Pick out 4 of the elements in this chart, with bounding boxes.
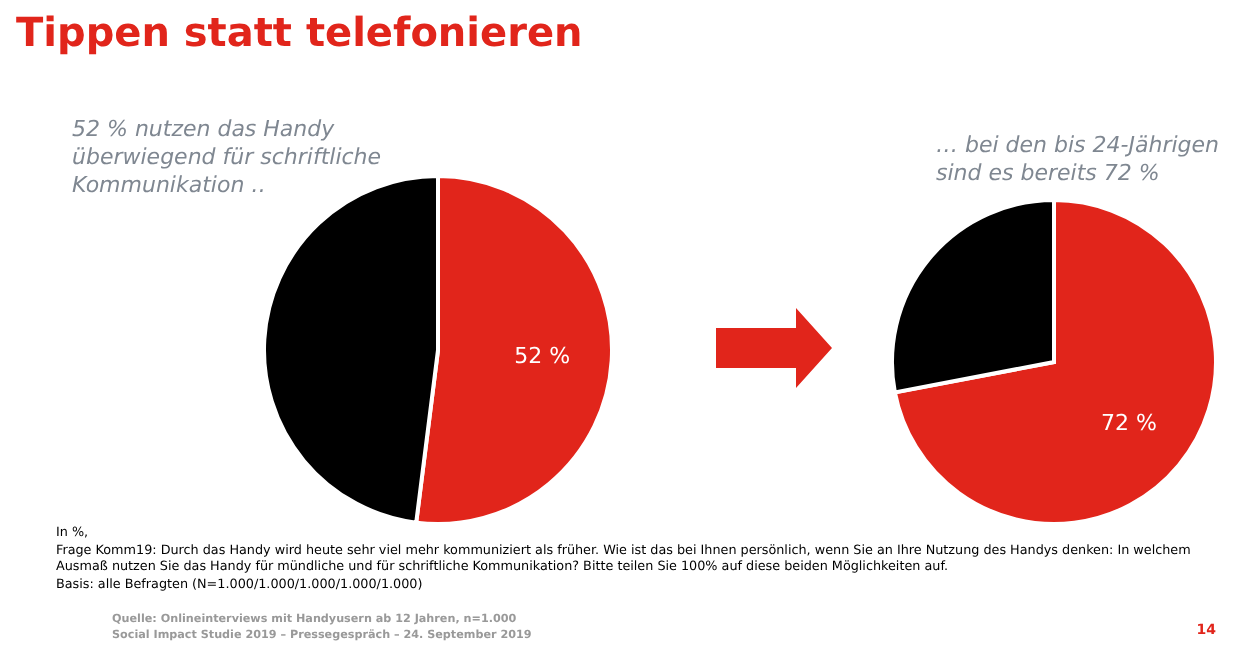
chart-subtitle: … bei den bis 24-Jährigen sind es bereits 72 % [936,132,1222,188]
data-label: 52 % [514,342,571,369]
data-label: 72 % [1100,409,1157,436]
chart-title: Tippen statt telefonieren [16,8,583,56]
